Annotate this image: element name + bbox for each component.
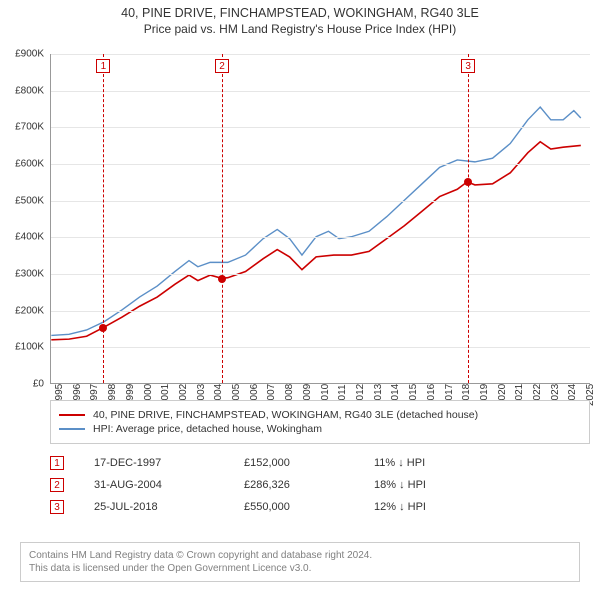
event-vline <box>468 54 469 383</box>
event-diff: 18% ↓ HPI <box>374 479 494 491</box>
title-address: 40, PINE DRIVE, FINCHAMPSTEAD, WOKINGHAM… <box>0 6 600 20</box>
event-table: 1 17-DEC-1997 £152,000 11% ↓ HPI 2 31-AU… <box>50 452 590 518</box>
event-marker-box: 3 <box>461 59 475 73</box>
legend-label: 40, PINE DRIVE, FINCHAMPSTEAD, WOKINGHAM… <box>93 409 478 421</box>
event-row: 3 25-JUL-2018 £550,000 12% ↓ HPI <box>50 496 590 518</box>
legend-item: HPI: Average price, detached house, Woki… <box>59 423 581 435</box>
event-vline <box>222 54 223 383</box>
event-price: £286,326 <box>244 479 344 491</box>
y-axis-label: £0 <box>0 379 44 390</box>
series-hpi <box>51 107 580 335</box>
event-price: £550,000 <box>244 501 344 513</box>
event-marker-box: 2 <box>50 478 64 492</box>
event-date: 25-JUL-2018 <box>94 501 214 513</box>
legend-swatch <box>59 428 85 430</box>
event-marker-box: 2 <box>215 59 229 73</box>
y-axis-label: £900K <box>0 49 44 60</box>
event-dot <box>99 324 107 332</box>
event-row: 1 17-DEC-1997 £152,000 11% ↓ HPI <box>50 452 590 474</box>
y-axis-label: £300K <box>0 269 44 280</box>
legend: 40, PINE DRIVE, FINCHAMPSTEAD, WOKINGHAM… <box>50 400 590 444</box>
event-row: 2 31-AUG-2004 £286,326 18% ↓ HPI <box>50 474 590 496</box>
y-axis-label: £200K <box>0 305 44 316</box>
title-subtitle: Price paid vs. HM Land Registry's House … <box>0 22 600 36</box>
legend-swatch <box>59 414 85 416</box>
event-dot <box>218 275 226 283</box>
page: 40, PINE DRIVE, FINCHAMPSTEAD, WOKINGHAM… <box>0 0 600 590</box>
event-marker-box: 3 <box>50 500 64 514</box>
legend-item: 40, PINE DRIVE, FINCHAMPSTEAD, WOKINGHAM… <box>59 409 581 421</box>
footer-line: Contains HM Land Registry data © Crown c… <box>29 549 571 562</box>
chart-titles: 40, PINE DRIVE, FINCHAMPSTEAD, WOKINGHAM… <box>0 0 600 36</box>
event-vline <box>103 54 104 383</box>
chart-plot-area: £0£100K£200K£300K£400K£500K£600K£700K£80… <box>50 54 590 384</box>
chart-lines <box>51 54 590 383</box>
y-axis-label: £600K <box>0 159 44 170</box>
event-diff: 12% ↓ HPI <box>374 501 494 513</box>
event-dot <box>464 178 472 186</box>
y-axis-label: £400K <box>0 232 44 243</box>
legend-label: HPI: Average price, detached house, Woki… <box>93 423 322 435</box>
event-price: £152,000 <box>244 457 344 469</box>
y-axis-label: £500K <box>0 195 44 206</box>
y-axis-label: £700K <box>0 122 44 133</box>
y-axis-label: £800K <box>0 85 44 96</box>
event-date: 17-DEC-1997 <box>94 457 214 469</box>
footer-line: This data is licensed under the Open Gov… <box>29 562 571 575</box>
event-marker-box: 1 <box>50 456 64 470</box>
y-axis-label: £100K <box>0 342 44 353</box>
event-marker-box: 1 <box>96 59 110 73</box>
event-date: 31-AUG-2004 <box>94 479 214 491</box>
event-diff: 11% ↓ HPI <box>374 457 494 469</box>
attribution-footer: Contains HM Land Registry data © Crown c… <box>20 542 580 582</box>
